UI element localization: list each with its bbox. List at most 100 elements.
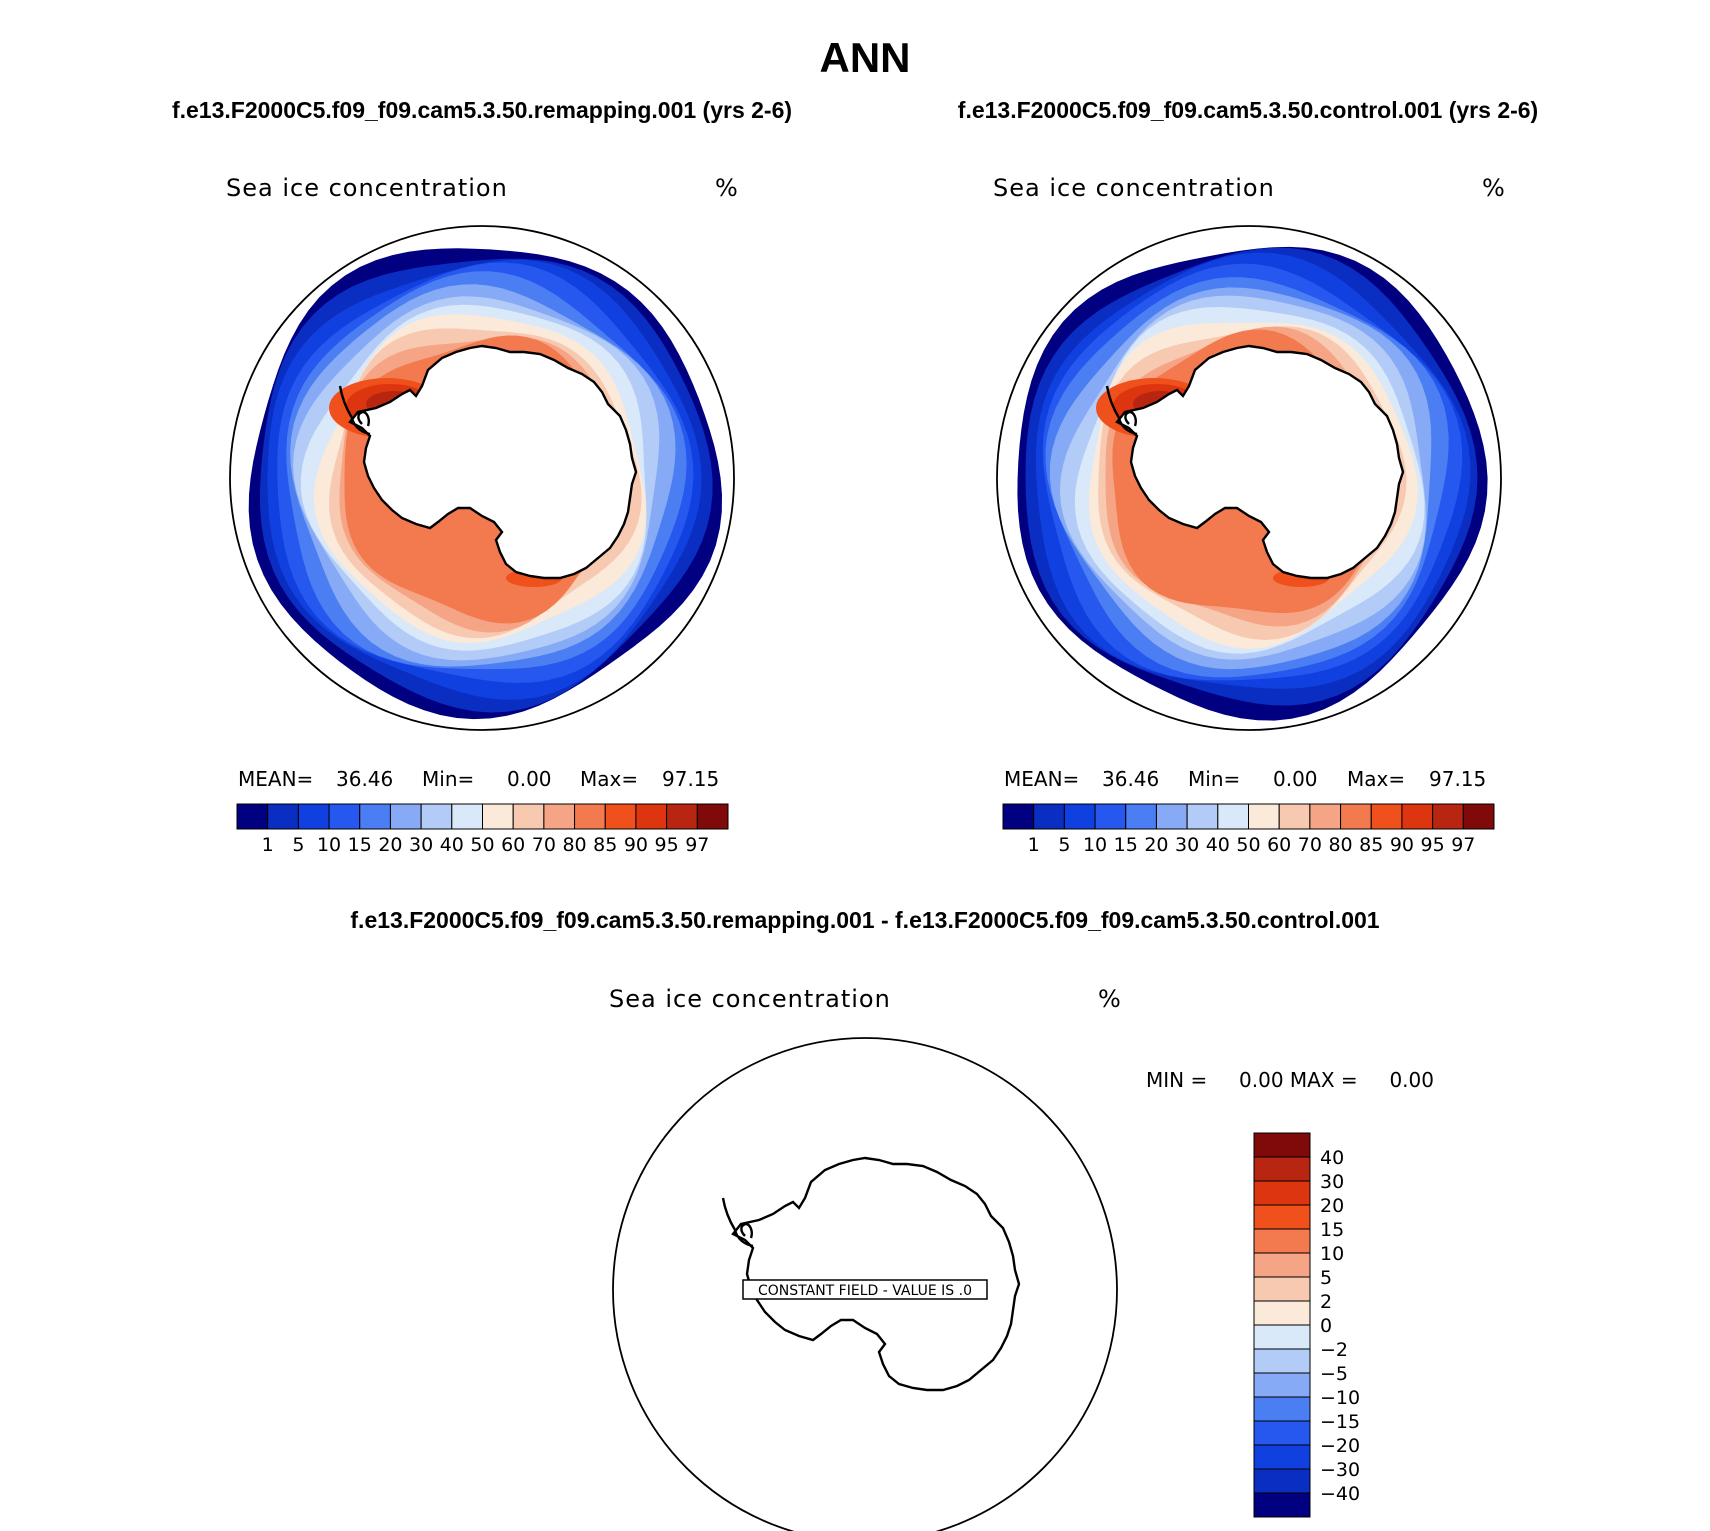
colorbar-tick-label: −30 — [1320, 1459, 1360, 1481]
min-value: 0.00 — [1273, 767, 1318, 791]
colorbar-swatch — [1248, 803, 1280, 830]
colorbar-tick-label: −40 — [1320, 1483, 1360, 1505]
colorbar-swatch — [604, 803, 637, 830]
polar-map — [996, 225, 1502, 731]
colorbar-tick-label: 2 — [1320, 1291, 1332, 1313]
colorbar-tick-label: 0 — [1320, 1315, 1332, 1337]
colorbar-swatch — [1462, 803, 1495, 830]
colorbar-tick-label: −5 — [1320, 1363, 1348, 1385]
colorbar-tick-label: −20 — [1320, 1435, 1360, 1457]
units-label: % — [1482, 174, 1505, 202]
colorbar-swatch — [420, 803, 453, 830]
colorbar-swatch — [1253, 1156, 1311, 1182]
colorbar-swatch — [1253, 1396, 1311, 1422]
colorbar-tick-label: −15 — [1320, 1411, 1360, 1433]
colorbar-swatch — [1432, 803, 1464, 830]
colorbar-tick-label: 20 — [1320, 1195, 1344, 1217]
colorbar-tick-label: 70 — [1298, 834, 1322, 856]
constant-field-box — [742, 1279, 988, 1300]
units-label: % — [1098, 985, 1121, 1013]
variable-label: Sea ice concentration — [609, 985, 891, 1013]
max-label: Max= — [1347, 767, 1405, 791]
map-boundary — [996, 225, 1502, 731]
colorbar-swatch — [1155, 803, 1188, 830]
mean-label: MEAN= — [238, 767, 313, 791]
mean-label: MEAN= — [1004, 767, 1079, 791]
colorbar-tick-label: 60 — [501, 834, 525, 856]
polar-map: CONSTANT FIELD - VALUE IS .0 — [612, 1037, 1118, 1531]
colorbar-swatch — [267, 803, 299, 830]
colorbar-tick-label: 30 — [409, 834, 433, 856]
colorbar-swatch — [1033, 803, 1065, 830]
panel-remapping: f.e13.F2000C5.f09_f09.cam5.3.50.remappin… — [172, 97, 792, 856]
colorbar-tick-label: 5 — [292, 834, 304, 856]
constant-field-label: CONSTANT FIELD - VALUE IS .0 — [758, 1283, 972, 1299]
colorbar-swatch — [1217, 803, 1249, 830]
colorbar-swatch — [1125, 803, 1157, 830]
colorbar-swatch — [1186, 803, 1219, 830]
colorbar-tick-label: 40 — [440, 834, 464, 856]
max-label: Max= — [580, 767, 638, 791]
colorbar-tick-label: 97 — [685, 834, 709, 856]
colorbar-tick-label: 30 — [1175, 834, 1199, 856]
max-value: 97.15 — [1429, 767, 1486, 791]
colorbar-tick-label: 90 — [1390, 834, 1414, 856]
colorbar-swatch — [574, 803, 606, 830]
colorbar-swatch — [1063, 803, 1096, 830]
colorbar-swatch — [1002, 803, 1035, 830]
colorbar-tick-label: −2 — [1320, 1339, 1348, 1361]
colorbar-tick-label: 10 — [317, 834, 341, 856]
variable-label: Sea ice concentration — [993, 174, 1275, 202]
colorbar-tick-label: 20 — [1144, 834, 1168, 856]
colorbar-swatch — [1253, 1204, 1311, 1230]
colorbar-tick-label: 5 — [1058, 834, 1070, 856]
colorbar-tick-label: 85 — [1359, 834, 1383, 856]
panel-difference: f.e13.F2000C5.f09_f09.cam5.3.50.remappin… — [350, 907, 1434, 1531]
colorbar-swatch — [1253, 1132, 1311, 1158]
min-label: Min= — [422, 767, 474, 791]
colorbar-swatch — [543, 803, 576, 830]
colorbar-swatch — [1253, 1372, 1311, 1398]
stats-line: MEAN= 36.46 Min= 0.00 Max= 97.15 — [1004, 767, 1486, 791]
colorbar-tick-label: 70 — [532, 834, 556, 856]
colorbar-swatch — [512, 803, 545, 830]
colorbar-swatch — [359, 803, 391, 830]
colorbar-swatch — [1340, 803, 1372, 830]
colorbar-tick-label: 5 — [1320, 1267, 1332, 1289]
colorbar-swatch — [1253, 1348, 1311, 1374]
colorbar-swatch — [1253, 1276, 1311, 1302]
colorbar-tick-label: 15 — [348, 834, 372, 856]
colorbar-tick-label: 90 — [624, 834, 648, 856]
colorbar-tick-label: 80 — [1328, 834, 1352, 856]
colorbar-tick-label: −10 — [1320, 1387, 1360, 1409]
colorbar-swatch — [389, 803, 422, 830]
mean-value: 36.46 — [1102, 767, 1159, 791]
colorbar-swatch — [1253, 1468, 1311, 1494]
colorbar: 1 5 10 15 20 30 40 50 60 70 80 85 90 95 97 — [1002, 803, 1495, 856]
colorbar-swatch — [328, 803, 361, 830]
colorbar-swatch — [1253, 1228, 1311, 1254]
colorbar-tick-label: 1 — [1028, 834, 1040, 856]
mean-value: 36.46 — [336, 767, 393, 791]
figure-title: ANN — [820, 34, 911, 81]
difference-title: f.e13.F2000C5.f09_f09.cam5.3.50.remappin… — [350, 907, 1379, 933]
case-title: f.e13.F2000C5.f09_f09.cam5.3.50.remappin… — [172, 97, 792, 123]
colorbar-swatch — [696, 803, 729, 830]
colorbar-tick-label: 95 — [655, 834, 679, 856]
colorbar-swatch — [1253, 1444, 1311, 1470]
colorbar-swatch — [1253, 1252, 1311, 1278]
colorbar-tick-label: 50 — [1236, 834, 1260, 856]
colorbar-swatch — [1253, 1324, 1311, 1350]
colorbar-swatch — [1309, 803, 1342, 830]
colorbar-swatch — [635, 803, 668, 830]
colorbar-swatch — [1278, 803, 1311, 830]
map-boundary — [229, 225, 735, 731]
colorbar-swatch — [1253, 1420, 1311, 1446]
colorbar-tick-label: 10 — [1320, 1243, 1344, 1265]
colorbar-tick-label: 40 — [1206, 834, 1230, 856]
colorbar-tick-label: 40 — [1320, 1147, 1344, 1169]
colorbar-tick-label: 60 — [1267, 834, 1291, 856]
colorbar-swatch — [297, 803, 330, 830]
min-max-readout: MIN = 0.00 MAX = 0.00 — [1146, 1068, 1434, 1092]
